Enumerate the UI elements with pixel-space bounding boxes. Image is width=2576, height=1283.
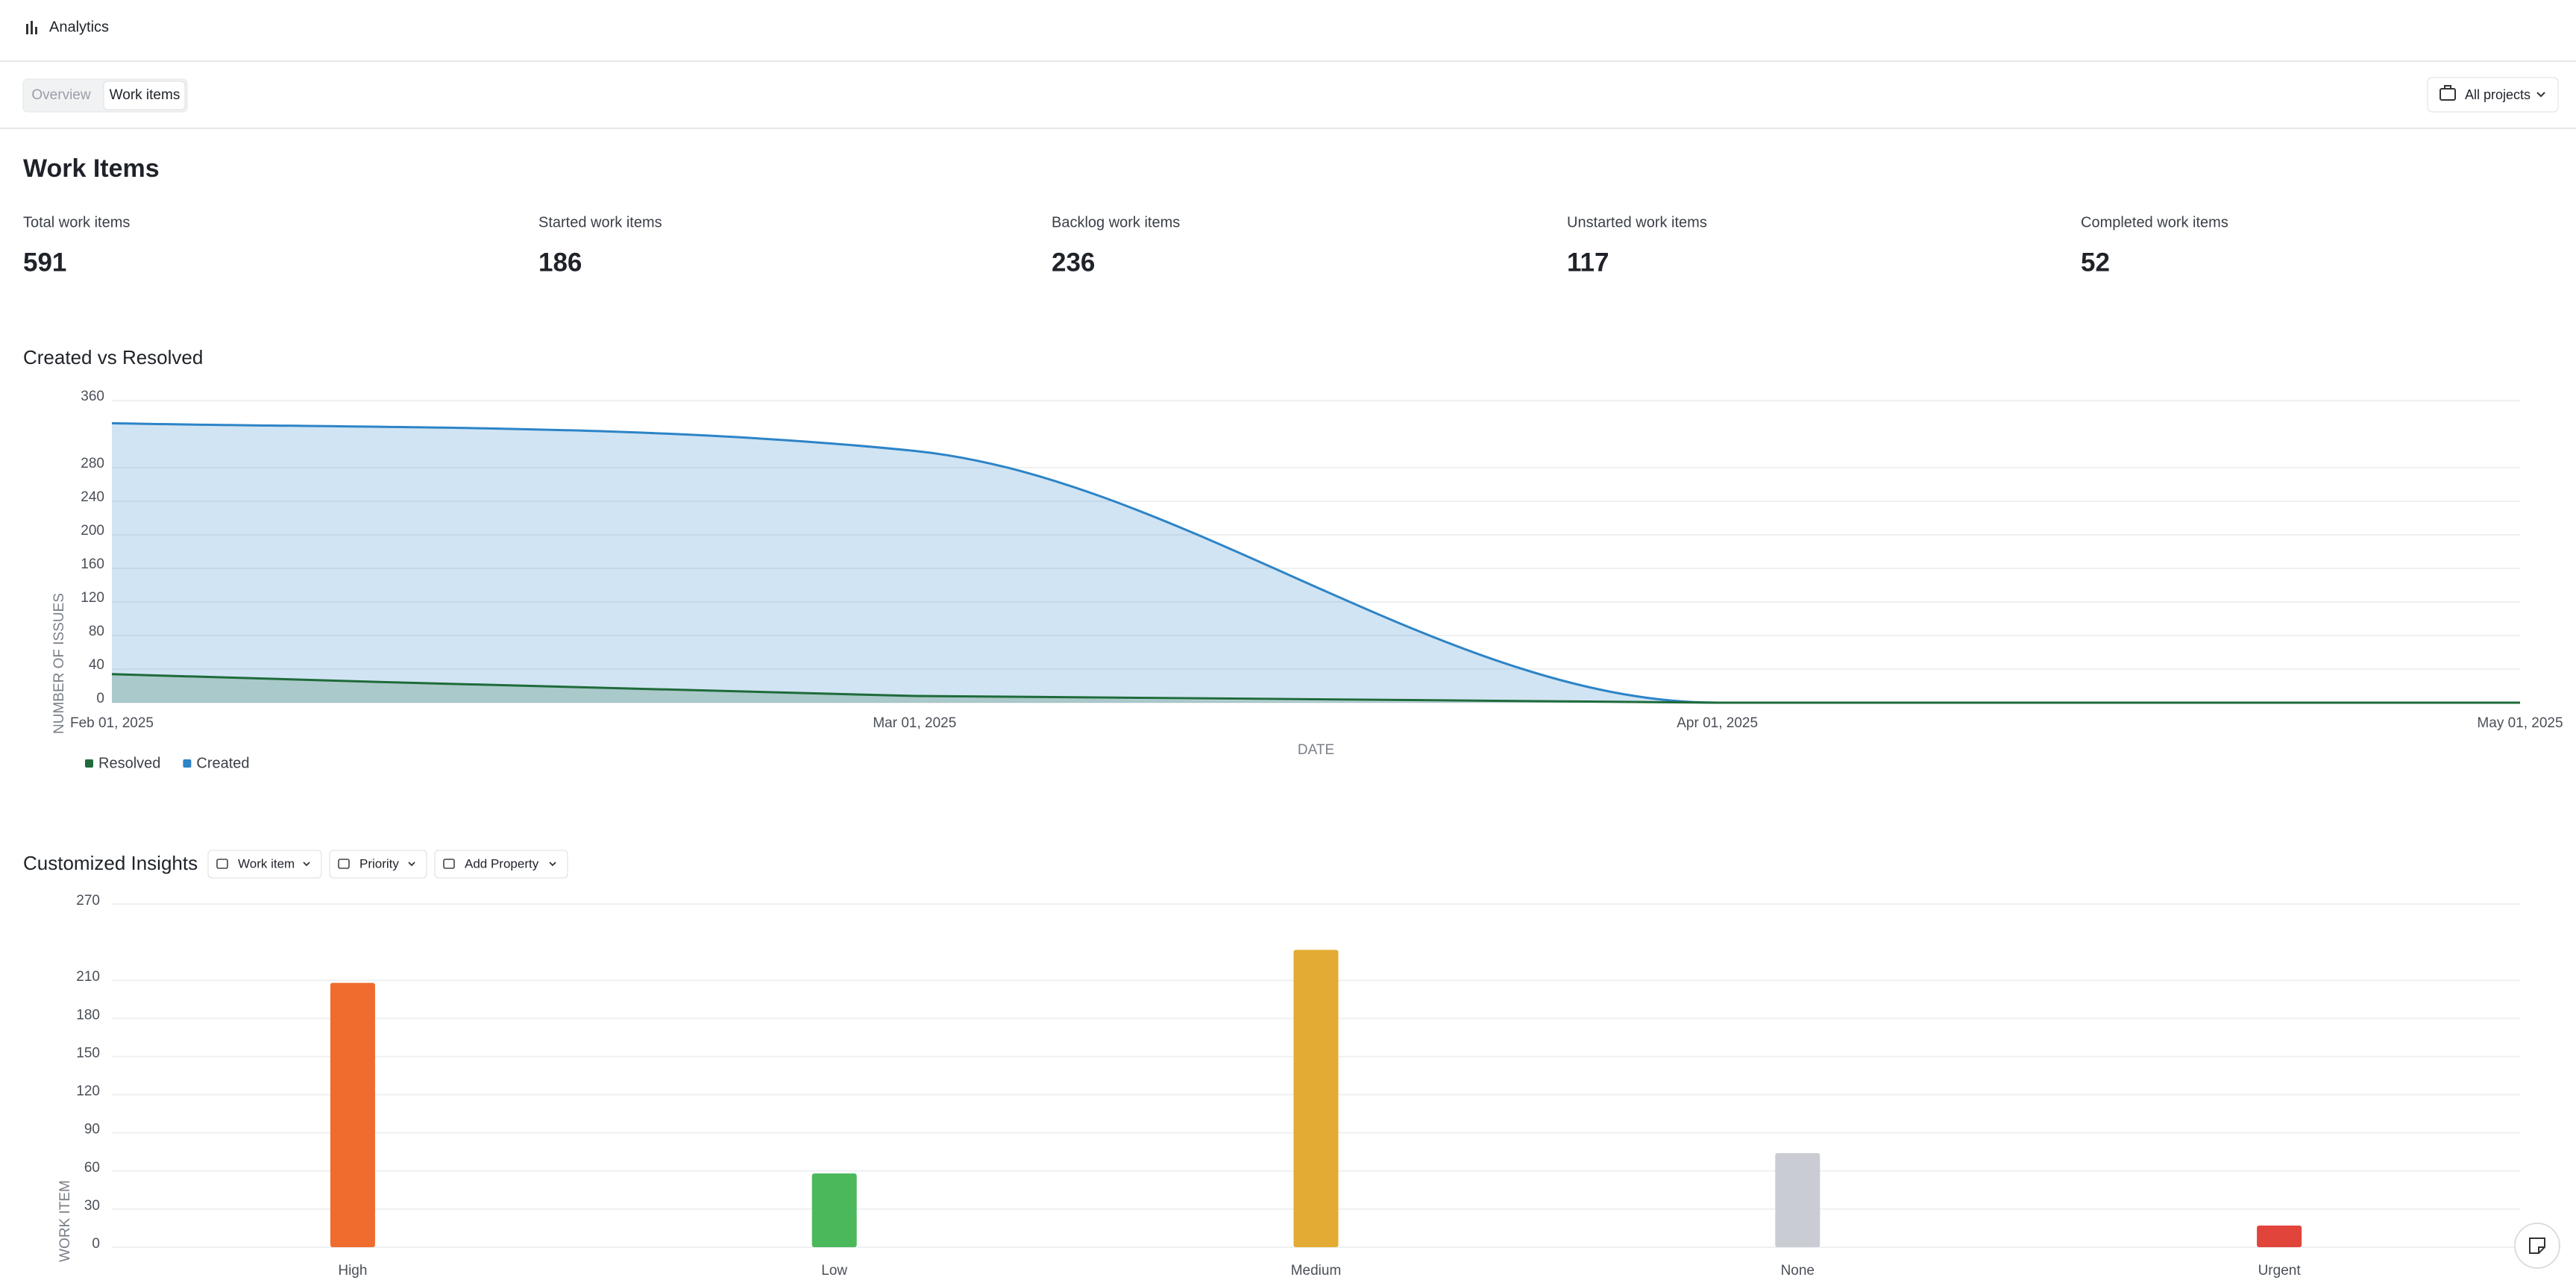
legend-swatch: [85, 759, 93, 768]
y-tick-label: 40: [89, 657, 104, 673]
stat-value: 591: [23, 248, 66, 277]
stat-label: Unstarted work items: [1567, 214, 1707, 230]
y-tick-label: 180: [76, 1007, 100, 1023]
project-filter-label[interactable]: All projects: [2465, 87, 2531, 102]
dropdown[interactable]: [434, 850, 568, 879]
y-tick-label: 160: [81, 556, 104, 572]
stat-label: Total work items: [23, 214, 130, 230]
stat-value: 52: [2081, 248, 2110, 277]
x-tick-label: High: [338, 1263, 367, 1279]
y-tick-label: 0: [92, 1236, 100, 1252]
section-title: Work Items: [23, 154, 160, 183]
header-icon: [26, 21, 37, 34]
x-tick-label: Apr 01, 2025: [1677, 715, 1758, 731]
y-tick-label: 270: [76, 893, 100, 909]
notes-button[interactable]: [2514, 1223, 2560, 1269]
notes-icon: [2529, 1237, 2545, 1254]
x-tick-label: Urgent: [2258, 1263, 2302, 1279]
y-tick-label: 240: [81, 489, 104, 505]
dropdown-icon: [443, 859, 455, 869]
header-title: Analytics: [49, 19, 109, 35]
y-tick-label: 360: [81, 389, 104, 404]
stat-label: Completed work items: [2081, 214, 2228, 230]
x-tick-label: Low: [821, 1263, 847, 1279]
area-chart: 0 40 80 120 160 200 240 280 360 Feb 01, 2025 Mar 0…: [51, 389, 2563, 771]
dropdown-label[interactable]: Work item: [238, 856, 295, 871]
y-tick-label: 120: [81, 590, 104, 606]
dropdown-icon: [338, 859, 350, 869]
y-tick-label: 60: [84, 1160, 100, 1176]
y-tick-label: 80: [89, 624, 104, 639]
bar[interactable]: [2257, 1226, 2302, 1247]
bar[interactable]: [330, 982, 375, 1247]
area-fill: [112, 674, 2520, 703]
y-axis-title: WORK ITEM: [57, 1180, 73, 1262]
y-tick-label: 210: [76, 969, 100, 985]
dropdown-icon: [216, 859, 228, 869]
area-fill: [112, 423, 2520, 703]
y-tick-label: 280: [81, 456, 104, 471]
x-axis-title: DATE: [1298, 742, 1334, 758]
y-tick-label: 200: [81, 523, 104, 539]
tab-active[interactable]: [103, 81, 186, 110]
dropdown[interactable]: [207, 850, 322, 879]
bar[interactable]: [811, 1173, 857, 1247]
stat-value: 117: [1567, 248, 1609, 277]
y-tick-label: 150: [76, 1045, 100, 1061]
stat-label: Started work items: [538, 214, 662, 230]
dropdown-label[interactable]: Priority: [359, 856, 399, 871]
y-tick-label: 90: [84, 1122, 100, 1138]
chart-title: Created vs Resolved: [23, 346, 203, 368]
stats: Total work items 591 Started work items 186…: [23, 214, 2228, 277]
x-tick-label: Medium: [1291, 1263, 1342, 1279]
chevron: [408, 862, 415, 867]
insights-controls: Work item Priority Add Property: [207, 850, 568, 879]
x-tick-label: None: [1781, 1263, 1815, 1279]
x-tick-label: Feb 01, 2025: [70, 715, 154, 731]
x-tick-label: Mar 01, 2025: [873, 715, 956, 731]
x-tick-label: May 01, 2025: [2477, 715, 2563, 731]
legend-swatch: [183, 759, 192, 768]
dropdown-label[interactable]: Add Property: [465, 856, 539, 871]
stat-value: 186: [538, 248, 582, 277]
bar[interactable]: [1293, 950, 1339, 1247]
chevron: [303, 862, 310, 867]
chevron: [549, 862, 556, 867]
stat-label: Backlog work items: [1052, 214, 1180, 230]
legend-label[interactable]: Resolved: [98, 755, 160, 771]
project-filter[interactable]: [2427, 77, 2559, 113]
legend-label[interactable]: Created: [196, 755, 249, 771]
y-tick-label: 0: [96, 691, 104, 706]
y-tick-label: 120: [76, 1084, 100, 1100]
stat-value: 236: [1052, 248, 1095, 277]
bar-chart: 0 30 60 90 120 150 180 210 270 WORK ITEM High Low Me…: [57, 893, 2520, 1279]
chart-title: Customized Insights: [23, 852, 198, 874]
y-axis-title: NUMBER OF ISSUES: [51, 593, 67, 734]
chevron: [2536, 92, 2545, 98]
briefcase-icon: [2440, 85, 2456, 101]
tab[interactable]: Work items: [110, 87, 180, 103]
dropdown[interactable]: [329, 850, 427, 879]
y-tick-label: 30: [84, 1198, 100, 1214]
bar[interactable]: [1775, 1152, 1821, 1247]
tab[interactable]: Overview: [31, 87, 90, 103]
